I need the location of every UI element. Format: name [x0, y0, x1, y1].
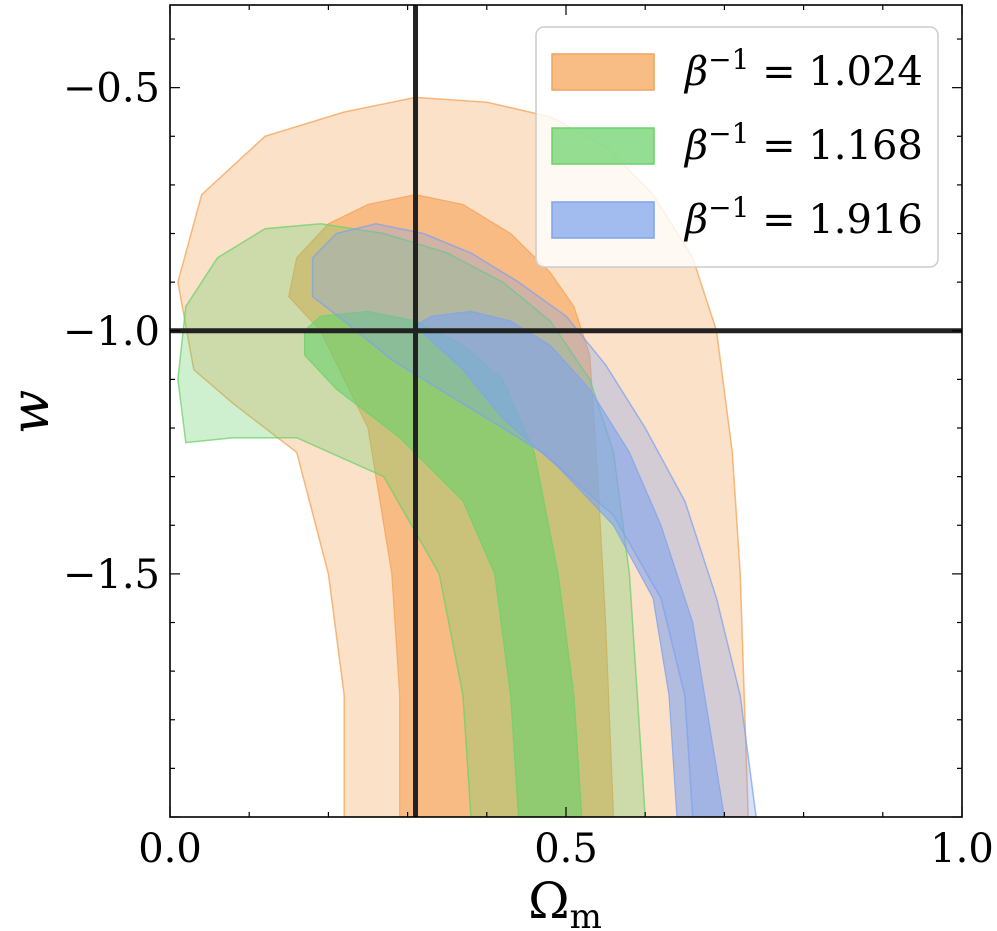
- legend-label: β−1 = 1.916: [683, 191, 923, 243]
- legend-label: β−1 = 1.024: [683, 43, 923, 95]
- series-3-inner-contour: [414, 310, 726, 817]
- x-tick-label: 0.0: [138, 826, 202, 872]
- legend-item-3: β−1 = 1.916: [551, 191, 923, 243]
- legend-item-2: β−1 = 1.168: [551, 117, 923, 169]
- legend-swatch: [551, 53, 655, 91]
- ticks: [169, 5, 963, 818]
- x-tick-label: 0.5: [534, 826, 598, 872]
- series-2-inner-contour: [304, 310, 583, 817]
- x-tick-label: 1.0: [930, 826, 994, 872]
- x-axis-label-main: Ω: [528, 872, 569, 930]
- legend-item-1: β−1 = 1.024: [551, 43, 923, 95]
- contour-layer: [177, 96, 757, 817]
- legend-swatch: [551, 201, 655, 239]
- x-axis-label: Ωm: [528, 872, 602, 931]
- x-axis-label-sub: m: [570, 897, 602, 931]
- series-3-contours: [311, 223, 757, 817]
- y-axis-label: w: [1, 390, 61, 435]
- y-tick-label: −0.5: [63, 66, 160, 112]
- legend-swatch: [551, 127, 655, 165]
- y-tick-label: −1.0: [63, 309, 160, 355]
- legend-label: β−1 = 1.168: [683, 117, 923, 169]
- y-tick-label: −1.5: [63, 552, 160, 598]
- reference-lines: [170, 5, 962, 817]
- tick-labels: 0.0 0.5 1.0 −0.5 −1.0 −1.5: [63, 66, 994, 872]
- legend: β−1 = 1.024 β−1 = 1.168 β−1 = 1.916: [535, 26, 939, 268]
